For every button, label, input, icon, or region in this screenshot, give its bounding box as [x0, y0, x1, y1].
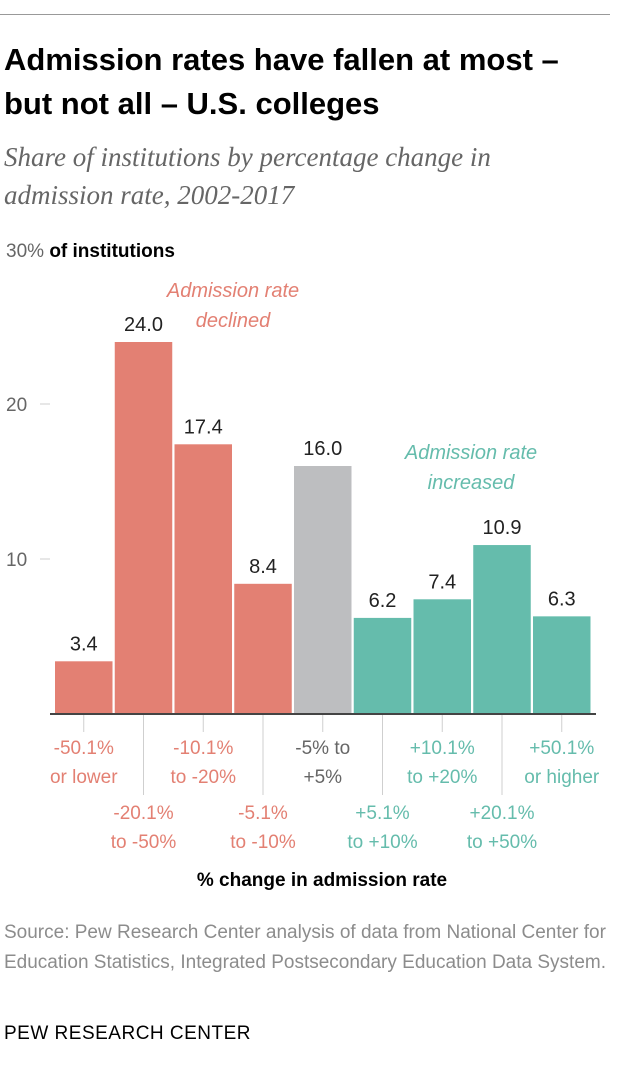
bar — [234, 583, 292, 714]
bar-value-label: 6.2 — [369, 590, 397, 612]
bar — [533, 616, 591, 714]
chart-title: Admission rates have fallen at most – bu… — [4, 42, 559, 121]
y-axis-label: 30% of institutions — [6, 241, 175, 262]
x-category-label: +20.1% — [470, 803, 535, 824]
bar-value-label: 16.0 — [303, 438, 342, 460]
x-category-label: -20.1% — [113, 803, 173, 824]
bar-value-label: 6.3 — [548, 588, 576, 610]
group-annotation: declined — [196, 310, 271, 332]
bar — [473, 545, 531, 714]
bar-value-label: 7.4 — [428, 571, 456, 593]
x-category-label: to +10% — [347, 832, 417, 853]
bar — [294, 466, 352, 714]
x-category-label: to -20% — [171, 767, 237, 788]
bar-chart: 10 20 30% of institutions 3.4 24.0 17.4 8.4 16.… — [6, 241, 600, 891]
x-category-label: +50.1% — [529, 738, 594, 759]
bar — [114, 342, 173, 714]
top-rule — [0, 14, 610, 15]
bar-value-label: 17.4 — [184, 416, 223, 438]
x-category-label: +10.1% — [410, 738, 475, 759]
source-note: Source: Pew Research Center analysis of … — [4, 922, 606, 973]
bar-value-label: 24.0 — [124, 314, 163, 336]
x-category-label: to -10% — [230, 832, 296, 853]
x-category-label: or higher — [524, 767, 600, 788]
bar-value-label: 3.4 — [70, 633, 98, 655]
bar — [413, 599, 471, 714]
x-category-label: to +50% — [467, 832, 537, 853]
x-category-label: -5% to — [295, 738, 350, 759]
group-annotation: Admission rate — [404, 442, 537, 464]
bar-value-label: 10.9 — [483, 517, 522, 539]
bar — [353, 617, 412, 714]
x-category-label: to +20% — [407, 767, 477, 788]
x-category-label: -10.1% — [173, 738, 233, 759]
x-category-label: -5.1% — [238, 803, 288, 824]
y-tick-label: 20 — [6, 395, 27, 416]
chart-subtitle: Share of institutions by percentage chan… — [4, 142, 491, 210]
bar — [174, 444, 232, 714]
bar — [55, 661, 113, 714]
brand-label: PEW RESEARCH CENTER — [4, 1023, 252, 1044]
x-category-label: or lower — [50, 767, 118, 788]
x-category-label: to -50% — [111, 832, 177, 853]
x-category-label: -50.1% — [54, 738, 114, 759]
bar-value-label: 8.4 — [249, 556, 277, 578]
group-annotation: Admission rate — [166, 280, 299, 302]
x-category-label: +5.1% — [355, 803, 410, 824]
group-annotation: increased — [428, 472, 516, 494]
x-axis-title: % change in admission rate — [197, 870, 447, 891]
x-category-label: +5% — [303, 767, 342, 788]
y-tick-label: 10 — [6, 550, 27, 571]
